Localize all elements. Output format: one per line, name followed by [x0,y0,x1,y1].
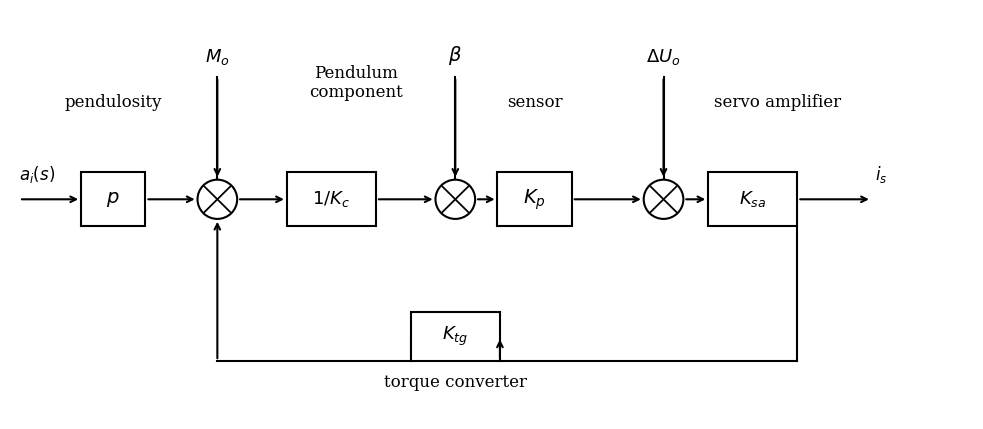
Bar [287,172,376,226]
Bar [497,172,572,226]
Text: pendulosity: pendulosity [65,94,162,111]
Text: $i_s$: $i_s$ [875,163,887,184]
Text: $M_o$: $M_o$ [205,47,230,67]
Circle shape [644,180,683,219]
Text: $K_{tg}$: $K_{tg}$ [442,325,469,348]
Bar [708,172,797,226]
Text: servo amplifier: servo amplifier [714,94,841,111]
Text: $a_i(s)$: $a_i(s)$ [19,163,55,184]
Text: $p$: $p$ [106,190,120,209]
Text: Pendulum
component: Pendulum component [310,65,403,101]
Circle shape [198,180,237,219]
Text: $K_p$: $K_p$ [523,187,546,211]
Circle shape [435,180,475,219]
Bar [81,172,145,226]
Text: $\Delta U_o$: $\Delta U_o$ [646,47,681,67]
Bar [411,312,500,361]
Text: $1/K_c$: $1/K_c$ [313,189,350,209]
Text: torque converter: torque converter [383,374,527,390]
Text: $K_{sa}$: $K_{sa}$ [739,189,767,209]
Text: sensor: sensor [507,94,562,111]
Text: $\beta$: $\beta$ [448,44,462,67]
